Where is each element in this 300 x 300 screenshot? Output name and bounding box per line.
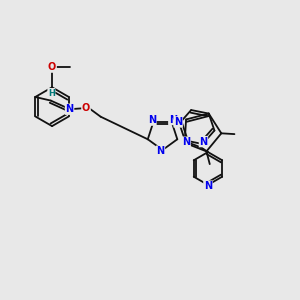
Text: N: N — [156, 146, 164, 156]
Text: N: N — [148, 115, 156, 125]
Text: N: N — [174, 117, 182, 127]
Text: N: N — [182, 137, 190, 147]
Text: O: O — [48, 62, 56, 72]
Text: N: N — [169, 115, 177, 124]
Text: O: O — [82, 103, 90, 113]
Text: N: N — [200, 136, 208, 147]
Text: N: N — [65, 104, 74, 114]
Text: H: H — [48, 88, 55, 98]
Text: N: N — [204, 181, 212, 191]
